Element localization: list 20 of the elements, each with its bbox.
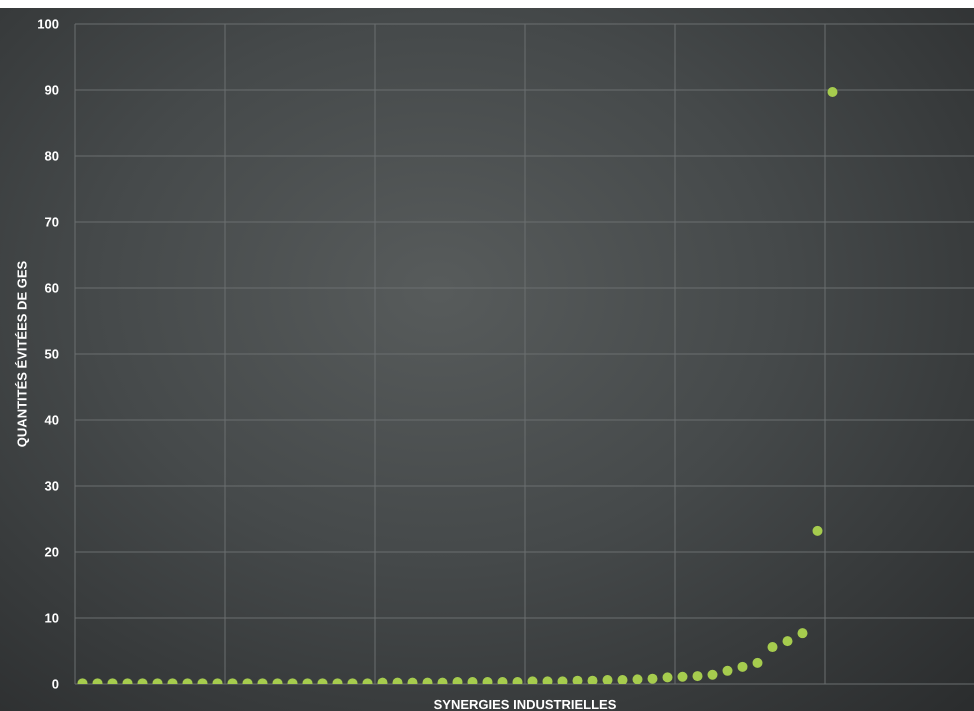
y-tick-label: 40	[44, 412, 59, 428]
y-tick-label: 20	[44, 544, 59, 560]
y-axis-title: QUANTITÉS ÉVITÉES DE GES	[14, 260, 30, 448]
y-tick-label: 10	[44, 610, 59, 626]
point	[588, 676, 598, 684]
y-tick-label: 70	[44, 214, 59, 230]
point	[632, 674, 642, 684]
point	[602, 675, 612, 684]
point	[572, 676, 582, 684]
x-axis-title: SYNERGIES INDUSTRIELLES	[434, 697, 617, 711]
point	[828, 86, 838, 97]
y-tick-label: 90	[44, 82, 59, 98]
y-tick-label: 100	[37, 16, 59, 32]
y-tick-label: 0	[52, 676, 59, 692]
y-tick-label: 80	[44, 148, 59, 164]
point	[618, 675, 628, 684]
y-tick-label: 50	[44, 346, 59, 362]
y-tick-label: 60	[44, 280, 59, 296]
point	[812, 526, 822, 536]
y-tick-label: 30	[44, 478, 59, 494]
